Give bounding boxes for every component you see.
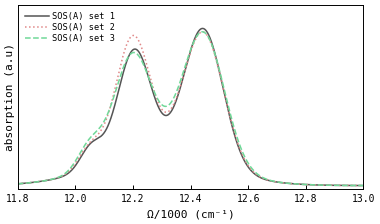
SOS(A) set 1 (317, 184, 322, 186)
SOS(A) set 2 (163, 111, 168, 113)
SOS(A) set 3 (361, 184, 366, 187)
SOS(A) set 2 (200, 30, 205, 33)
SOS(A) set 3 (163, 105, 168, 108)
SOS(A) set 2 (148, 76, 152, 79)
SOS(A) set 1 (15, 183, 20, 185)
Legend: SOS(A) set 1, SOS(A) set 2, SOS(A) set 3: SOS(A) set 1, SOS(A) set 2, SOS(A) set 3 (22, 9, 118, 46)
SOS(A) set 3 (355, 184, 359, 187)
Line: SOS(A) set 1: SOS(A) set 1 (17, 28, 363, 185)
SOS(A) set 3 (15, 183, 20, 185)
SOS(A) set 1 (355, 184, 359, 187)
SOS(A) set 1 (75, 161, 80, 164)
SOS(A) set 3 (75, 156, 80, 159)
X-axis label: Ω/1000 (cm⁻¹): Ω/1000 (cm⁻¹) (147, 209, 234, 219)
Y-axis label: absorption (a.u): absorption (a.u) (5, 43, 15, 151)
SOS(A) set 3 (55, 177, 59, 179)
SOS(A) set 1 (55, 177, 59, 180)
SOS(A) set 2 (317, 184, 322, 186)
Line: SOS(A) set 2: SOS(A) set 2 (17, 32, 363, 185)
SOS(A) set 1 (361, 184, 366, 187)
SOS(A) set 1 (200, 27, 205, 30)
SOS(A) set 2 (55, 177, 59, 179)
SOS(A) set 1 (148, 82, 152, 84)
Line: SOS(A) set 3: SOS(A) set 3 (17, 32, 363, 185)
SOS(A) set 3 (148, 80, 152, 83)
SOS(A) set 2 (361, 184, 366, 187)
SOS(A) set 1 (163, 114, 168, 117)
SOS(A) set 3 (317, 184, 322, 186)
SOS(A) set 2 (15, 183, 20, 185)
SOS(A) set 3 (200, 30, 204, 33)
SOS(A) set 2 (75, 159, 80, 161)
SOS(A) set 2 (355, 184, 359, 187)
